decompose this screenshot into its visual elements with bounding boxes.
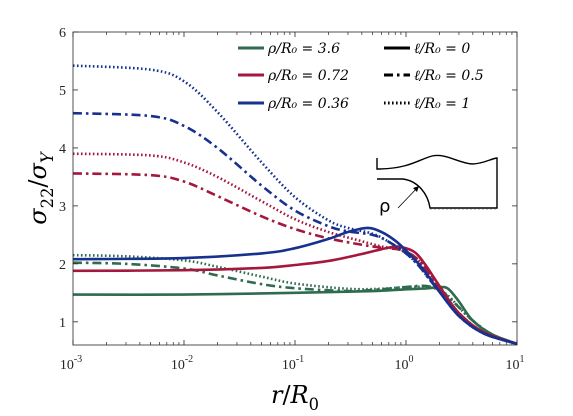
legend-label-rho: ρ/R₀ = 0.72 — [267, 68, 349, 84]
x-tick-label: 10-3 — [60, 354, 82, 373]
series-line-blue-dashdot — [73, 111, 517, 345]
ticks-layer: 1 2 3 4 5 6 10-3 10-2 10-1 100 101 — [59, 26, 525, 373]
x-tick-label: 10-1 — [282, 354, 304, 373]
notch-radius-label: ρ — [379, 196, 390, 217]
notch-specimen-inset: ρ — [376, 154, 498, 217]
legend-label-ell: ℓ/R₀ = 0.5 — [414, 68, 484, 84]
legend-label-ell: ℓ/R₀ = 1 — [414, 96, 470, 112]
series-line-red-dashdot — [73, 172, 517, 345]
y-tick-label: 1 — [59, 316, 66, 331]
series-line-blue-dotted — [73, 64, 517, 345]
x-axis-label: r/R0 — [271, 381, 319, 414]
series-line-green-dotted — [73, 253, 517, 345]
y-axis-label: σ22/σY — [24, 150, 57, 225]
legend-label-rho: ρ/R₀ = 3.6 — [267, 41, 340, 57]
x-tick-label: 101 — [506, 354, 525, 373]
legend-label-ell: ℓ/R₀ = 0 — [414, 41, 470, 57]
x-tick-label: 100 — [395, 354, 414, 373]
y-tick-label: 5 — [59, 84, 66, 99]
y-tick-label: 2 — [59, 258, 66, 273]
x-tick-label: 10-2 — [171, 354, 193, 373]
legend: ρ/R₀ = 3.6 ρ/R₀ = 0.72 ρ/R₀ = 0.36 ℓ/R₀ = 0… — [238, 41, 484, 112]
specimen-outline — [376, 154, 498, 209]
labels-layer: r/R0 σ22/σY — [24, 150, 319, 414]
y-tick-label: 6 — [59, 26, 66, 41]
series-line-red-dotted — [73, 152, 517, 345]
series-line-green-solid — [73, 285, 517, 345]
series-layer — [73, 64, 517, 345]
y-tick-label: 4 — [59, 142, 66, 157]
radius-arrowhead — [413, 186, 419, 192]
legend-label-rho: ρ/R₀ = 0.36 — [267, 96, 349, 112]
y-tick-label: 3 — [59, 200, 66, 215]
